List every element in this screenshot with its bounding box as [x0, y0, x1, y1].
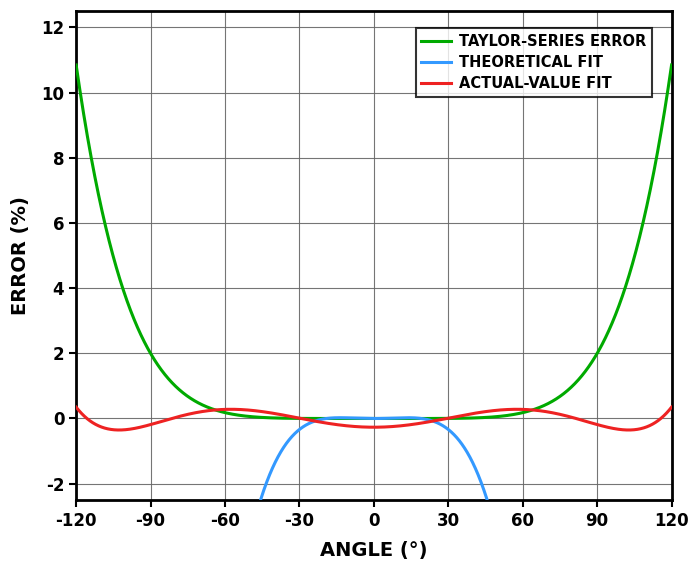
Y-axis label: ERROR (%): ERROR (%)	[11, 196, 30, 315]
ACTUAL-VALUE FIT	[592, 421, 600, 428]
THEORETICAL FIT	[336, 415, 344, 421]
ACTUAL-VALUE FIT	[140, 423, 148, 429]
TAYLOR-SERIES ERROR	[369, 415, 377, 422]
ACTUAL-VALUE FIT	[326, 420, 335, 427]
ACTUAL-VALUE FIT	[72, 404, 80, 411]
Line: TAYLOR-SERIES ERROR: TAYLOR-SERIES ERROR	[76, 65, 671, 419]
ACTUAL-VALUE FIT	[176, 413, 184, 420]
ACTUAL-VALUE FIT	[667, 404, 676, 411]
ACTUAL-VALUE FIT	[656, 416, 664, 423]
TAYLOR-SERIES ERROR	[140, 338, 148, 345]
TAYLOR-SERIES ERROR	[656, 134, 664, 141]
THEORETICAL FIT	[300, 423, 309, 429]
X-axis label: ANGLE (°): ANGLE (°)	[320, 541, 428, 560]
ACTUAL-VALUE FIT	[300, 416, 309, 423]
TAYLOR-SERIES ERROR	[592, 352, 600, 359]
TAYLOR-SERIES ERROR	[175, 387, 183, 393]
TAYLOR-SERIES ERROR	[326, 415, 335, 422]
TAYLOR-SERIES ERROR	[72, 62, 80, 69]
THEORETICAL FIT	[326, 415, 335, 421]
Line: THEORETICAL FIT: THEORETICAL FIT	[76, 418, 671, 571]
TAYLOR-SERIES ERROR	[300, 415, 309, 422]
ACTUAL-VALUE FIT	[115, 427, 123, 433]
Legend: TAYLOR-SERIES ERROR, THEORETICAL FIT, ACTUAL-VALUE FIT: TAYLOR-SERIES ERROR, THEORETICAL FIT, AC…	[416, 28, 652, 96]
TAYLOR-SERIES ERROR	[667, 62, 676, 69]
Line: ACTUAL-VALUE FIT: ACTUAL-VALUE FIT	[76, 407, 671, 430]
